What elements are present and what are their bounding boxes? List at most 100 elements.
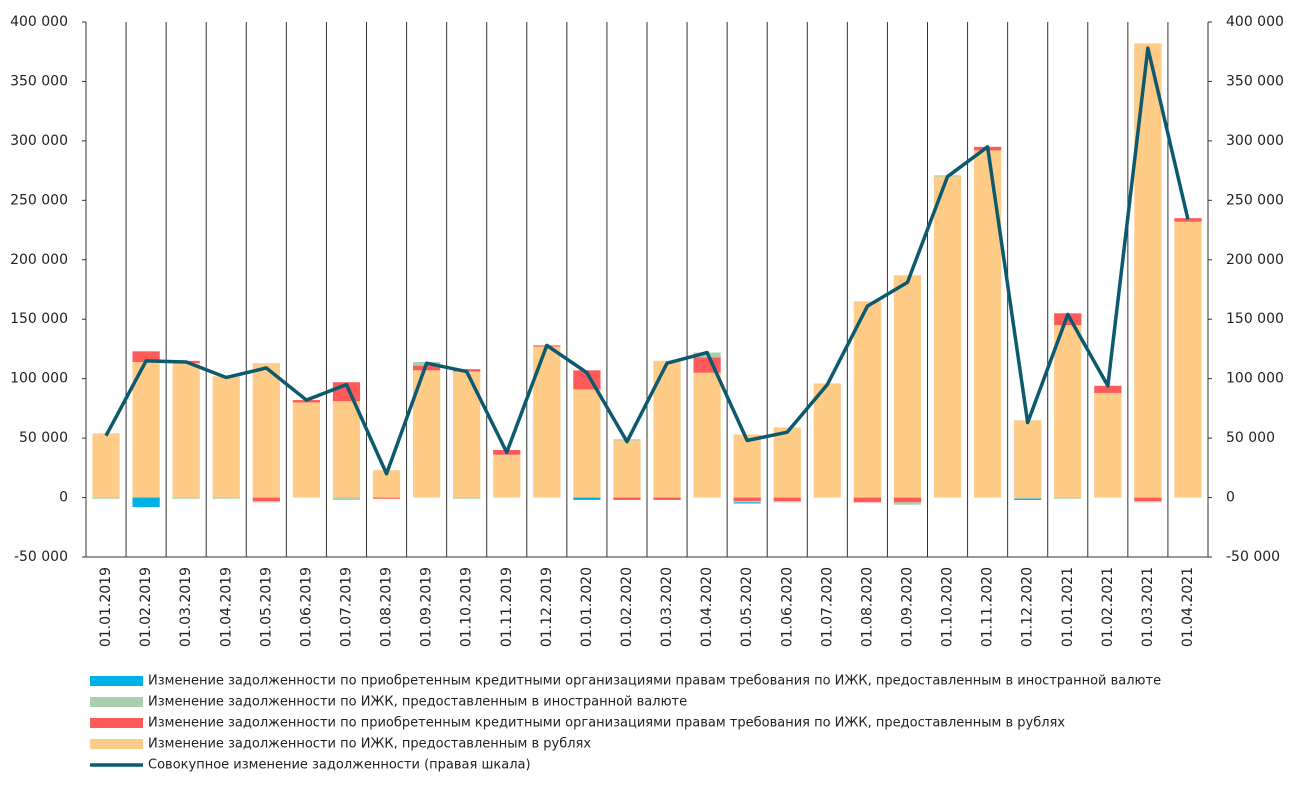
bar-segment [172,497,200,499]
bar-segment [1014,420,1042,498]
legend-label: Изменение задолженности по приобретенным… [148,674,1161,689]
x-tick-label: 01.02.2019 [138,567,154,647]
bar-segment [252,501,280,503]
y2-tick-label: 150 000 [1226,311,1284,327]
y2-tick-label: 200 000 [1226,252,1284,268]
x-tick-label: 01.01.2019 [98,567,114,647]
bar-segment [1094,392,1122,498]
x-tick-label: 01.02.2020 [619,567,635,647]
bar-segment [893,275,922,498]
bar-segment [733,434,761,498]
bar-segment [332,401,361,498]
bar-segment [92,497,120,499]
y2-tick-label: 300 000 [1226,133,1284,149]
x-tick-label: 01.11.2019 [499,567,515,647]
legend-label: Изменение задолженности по приобретенным… [148,716,1065,731]
x-tick-label: 01.01.2020 [579,567,595,647]
legend-swatch [90,739,143,749]
bar-segment [1134,43,1162,498]
y-tick-label: -50 000 [14,549,68,565]
legend: Изменение задолженности по приобретенным… [90,674,1161,773]
y-tick-label: 100 000 [10,371,68,387]
bar-segment [853,497,882,503]
x-tick-label: 01.01.2021 [1060,567,1076,647]
bar-segment [573,389,601,498]
x-tick-label: 01.03.2021 [1140,567,1156,647]
bar-segment [212,376,240,498]
bar-segment [132,497,160,508]
bar-segment [1174,218,1202,222]
x-tick-label: 01.08.2020 [859,567,875,647]
x-tick-label: 01.06.2019 [298,567,314,647]
bar-segment [493,454,521,498]
bar-segment [1134,497,1162,502]
x-tick-label: 01.10.2020 [940,567,956,647]
legend-swatch [90,697,143,707]
y2-tick-label: 350 000 [1226,73,1284,89]
y-tick-label: 250 000 [10,192,68,208]
bar-segment [613,497,641,500]
bar-segment [813,383,841,498]
bar-segment [1094,385,1122,393]
bar-segment [773,501,801,503]
x-tick-label: 01.03.2020 [659,567,675,647]
legend-swatch [90,718,143,728]
y2-tick-label: -50 000 [1226,549,1280,565]
legend-label: Изменение задолженности по ИЖК, предоста… [148,695,687,710]
bar-segment [573,497,601,500]
x-tick-label: 01.07.2019 [338,567,354,647]
bar-segment [92,433,120,498]
bar-segment [893,502,922,505]
bar-segment [453,497,481,499]
x-tick-label: 01.07.2020 [819,567,835,647]
y-tick-label: 50 000 [19,430,68,446]
bar-segment [733,497,761,502]
y-tick-label: 200 000 [10,252,68,268]
x-tick-label: 01.06.2020 [779,567,795,647]
y2-tick-label: 250 000 [1226,192,1284,208]
y-tick-label: 350 000 [10,73,68,89]
line [104,46,1190,476]
bar-segment [693,372,721,498]
bar-segment [613,440,641,498]
bar-segment [252,363,280,498]
y-tick-label: 0 [59,490,68,506]
y2-tick-label: 0 [1226,490,1235,506]
bar-segment [1054,325,1082,498]
y-tick-label: 400 000 [10,14,68,30]
x-tick-label: 01.05.2020 [739,567,755,647]
bar-segment [1054,497,1082,499]
bar-segment [1174,221,1202,498]
x-tick-label: 01.04.2019 [218,567,234,647]
bar-segment [933,176,962,498]
x-tick-label: 01.08.2019 [379,567,395,647]
x-tick-label: 01.02.2021 [1100,567,1116,647]
y2-tick-label: 400 000 [1226,14,1284,30]
x-tick-label: 01.12.2020 [1020,567,1036,647]
x-tick-label: 01.03.2019 [178,567,194,647]
bar-segment [212,497,240,499]
bar-segment [773,427,801,498]
x-tick-label: 01.09.2020 [899,567,915,647]
bar-segment [172,363,200,498]
bar-segment [292,402,321,498]
x-tick-label: 01.10.2019 [459,567,475,647]
y2-tick-label: 50 000 [1226,430,1275,446]
bar-segment [132,362,160,498]
bar-segment [132,351,160,363]
x-tick-label: 01.12.2019 [539,567,555,647]
x-tick-label: 01.04.2021 [1180,567,1196,647]
x-tick-label: 01.09.2019 [419,567,435,647]
bar-segment [653,497,681,500]
bar-segment [733,501,761,503]
bar-segment [252,497,280,502]
y-tick-label: 300 000 [10,133,68,149]
bar-segment [853,301,882,498]
x-tick-label: 01.11.2020 [980,567,996,647]
bar-segment [1014,497,1042,499]
legend-label: Совокупное изменение задолженности (прав… [148,758,531,773]
x-tick-label: 01.05.2019 [258,567,274,647]
bar-segment [1014,498,1042,500]
bar-segment [893,497,922,503]
